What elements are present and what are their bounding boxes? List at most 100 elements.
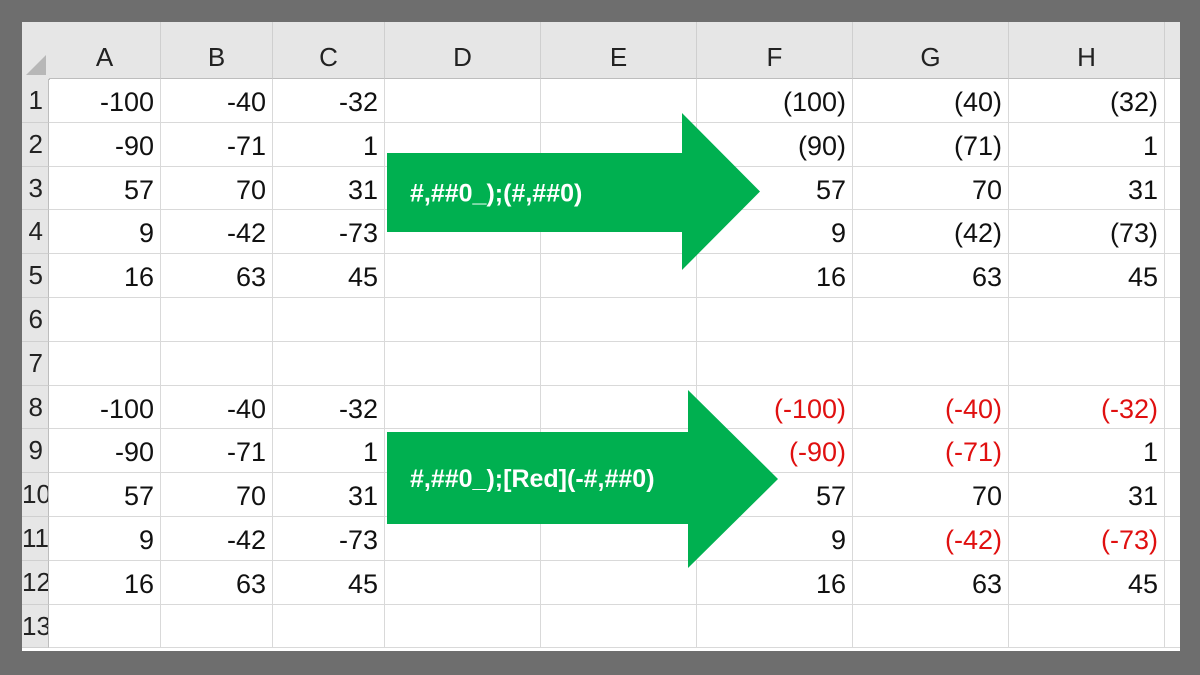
cell-C2[interactable]: 1 xyxy=(273,122,385,167)
cell-E13[interactable] xyxy=(541,604,697,649)
cell-F1[interactable]: (100) xyxy=(697,79,853,123)
cell-A10[interactable]: 57 xyxy=(49,473,161,517)
cell-C5[interactable]: 45 xyxy=(273,254,385,298)
cell-H8[interactable]: (-32) xyxy=(1009,385,1165,430)
row-header-8[interactable]: 8 xyxy=(22,385,49,430)
row-header-6[interactable]: 6 xyxy=(22,298,49,342)
cell-D11[interactable] xyxy=(385,517,541,561)
cell-F10[interactable]: 57 xyxy=(697,473,853,517)
column-header-D[interactable]: D xyxy=(385,22,541,79)
cell-H13[interactable] xyxy=(1009,604,1165,649)
cell-A2[interactable]: -90 xyxy=(49,122,161,167)
cell-B6[interactable] xyxy=(161,298,273,342)
cell-F5[interactable]: 16 xyxy=(697,254,853,298)
cell-edge[interactable] xyxy=(1165,517,1180,561)
cell-F3[interactable]: 57 xyxy=(697,166,853,211)
cell-edge[interactable] xyxy=(1165,254,1180,298)
right-arrow-shape-2[interactable] xyxy=(387,390,778,568)
row-header-3[interactable]: 3 xyxy=(22,166,49,211)
cell-E6[interactable] xyxy=(541,298,697,342)
cell-D13[interactable] xyxy=(385,604,541,649)
cell-C12[interactable]: 45 xyxy=(273,560,385,605)
cell-F4[interactable]: 9 xyxy=(697,210,853,255)
cell-C8[interactable]: -32 xyxy=(273,385,385,430)
cell-C7[interactable] xyxy=(273,341,385,386)
cell-G8[interactable]: (-40) xyxy=(853,385,1009,430)
cell-B1[interactable]: -40 xyxy=(161,79,273,123)
cell-E5[interactable] xyxy=(541,254,697,298)
cell-H10[interactable]: 31 xyxy=(1009,473,1165,517)
cell-E7[interactable] xyxy=(541,341,697,386)
cell-C1[interactable]: -32 xyxy=(273,79,385,123)
cell-G6[interactable] xyxy=(853,298,1009,342)
cell-F2[interactable]: (90) xyxy=(697,122,853,167)
cell-edge[interactable] xyxy=(1165,561,1180,605)
cell-D1[interactable] xyxy=(385,79,541,123)
row-header-1[interactable]: 1 xyxy=(22,79,49,123)
row-header-13[interactable]: 13 xyxy=(22,604,49,649)
cell-C13[interactable] xyxy=(273,604,385,649)
cell-edge[interactable] xyxy=(1165,79,1180,123)
row-header-4[interactable]: 4 xyxy=(22,210,49,255)
cell-A11[interactable]: 9 xyxy=(49,517,161,561)
column-header-G[interactable]: G xyxy=(853,22,1009,79)
cell-G10[interactable]: 70 xyxy=(853,473,1009,517)
cell-D4[interactable] xyxy=(385,210,541,255)
row-header-5[interactable]: 5 xyxy=(22,254,49,298)
cell-B12[interactable]: 63 xyxy=(161,560,273,605)
cell-H1[interactable]: (32) xyxy=(1009,79,1165,123)
cell-G11[interactable]: (-42) xyxy=(853,517,1009,561)
cell-G1[interactable]: (40) xyxy=(853,79,1009,123)
row-header-7[interactable]: 7 xyxy=(22,341,49,386)
row-header-10[interactable]: 10 xyxy=(22,473,49,517)
cell-A3[interactable]: 57 xyxy=(49,166,161,211)
cell-A8[interactable]: -100 xyxy=(49,385,161,430)
cell-F6[interactable] xyxy=(697,298,853,342)
cell-G3[interactable]: 70 xyxy=(853,166,1009,211)
cell-edge[interactable] xyxy=(1165,473,1180,517)
cell-B9[interactable]: -71 xyxy=(161,429,273,474)
cell-A9[interactable]: -90 xyxy=(49,429,161,474)
cell-F8[interactable]: (-100) xyxy=(697,385,853,430)
cell-E1[interactable] xyxy=(541,79,697,123)
cell-C11[interactable]: -73 xyxy=(273,517,385,561)
cell-B11[interactable]: -42 xyxy=(161,517,273,561)
cell-H9[interactable]: 1 xyxy=(1009,429,1165,474)
column-header-B[interactable]: B xyxy=(161,22,273,79)
cell-G13[interactable] xyxy=(853,604,1009,649)
cell-G12[interactable]: 63 xyxy=(853,560,1009,605)
cell-B5[interactable]: 63 xyxy=(161,254,273,298)
cell-G4[interactable]: (42) xyxy=(853,210,1009,255)
cell-F9[interactable]: (-90) xyxy=(697,429,853,474)
cell-B13[interactable] xyxy=(161,604,273,649)
right-arrow-shape-1[interactable] xyxy=(387,113,760,270)
cell-A13[interactable] xyxy=(49,604,161,649)
cell-A6[interactable] xyxy=(49,298,161,342)
cell-H11[interactable]: (-73) xyxy=(1009,517,1165,561)
cell-D5[interactable] xyxy=(385,254,541,298)
cell-B4[interactable]: -42 xyxy=(161,210,273,255)
cell-B8[interactable]: -40 xyxy=(161,385,273,430)
cell-H4[interactable]: (73) xyxy=(1009,210,1165,255)
cell-edge[interactable] xyxy=(1165,605,1180,649)
row-header-2[interactable]: 2 xyxy=(22,122,49,167)
cell-B2[interactable]: -71 xyxy=(161,122,273,167)
cell-G7[interactable] xyxy=(853,341,1009,386)
cell-E12[interactable] xyxy=(541,560,697,605)
cell-edge[interactable] xyxy=(1165,123,1180,167)
cell-A5[interactable]: 16 xyxy=(49,254,161,298)
cell-B10[interactable]: 70 xyxy=(161,473,273,517)
cell-C10[interactable]: 31 xyxy=(273,473,385,517)
cell-edge[interactable] xyxy=(1165,210,1180,255)
cell-D7[interactable] xyxy=(385,341,541,386)
cell-G2[interactable]: (71) xyxy=(853,122,1009,167)
cell-B3[interactable]: 70 xyxy=(161,166,273,211)
row-header-9[interactable]: 9 xyxy=(22,429,49,474)
cell-G5[interactable]: 63 xyxy=(853,254,1009,298)
select-all-button[interactable] xyxy=(22,22,50,80)
cell-G9[interactable]: (-71) xyxy=(853,429,1009,474)
row-header-11[interactable]: 11 xyxy=(22,517,49,561)
cell-edge[interactable] xyxy=(1165,386,1180,430)
cell-B7[interactable] xyxy=(161,341,273,386)
cell-edge[interactable] xyxy=(1165,298,1180,342)
